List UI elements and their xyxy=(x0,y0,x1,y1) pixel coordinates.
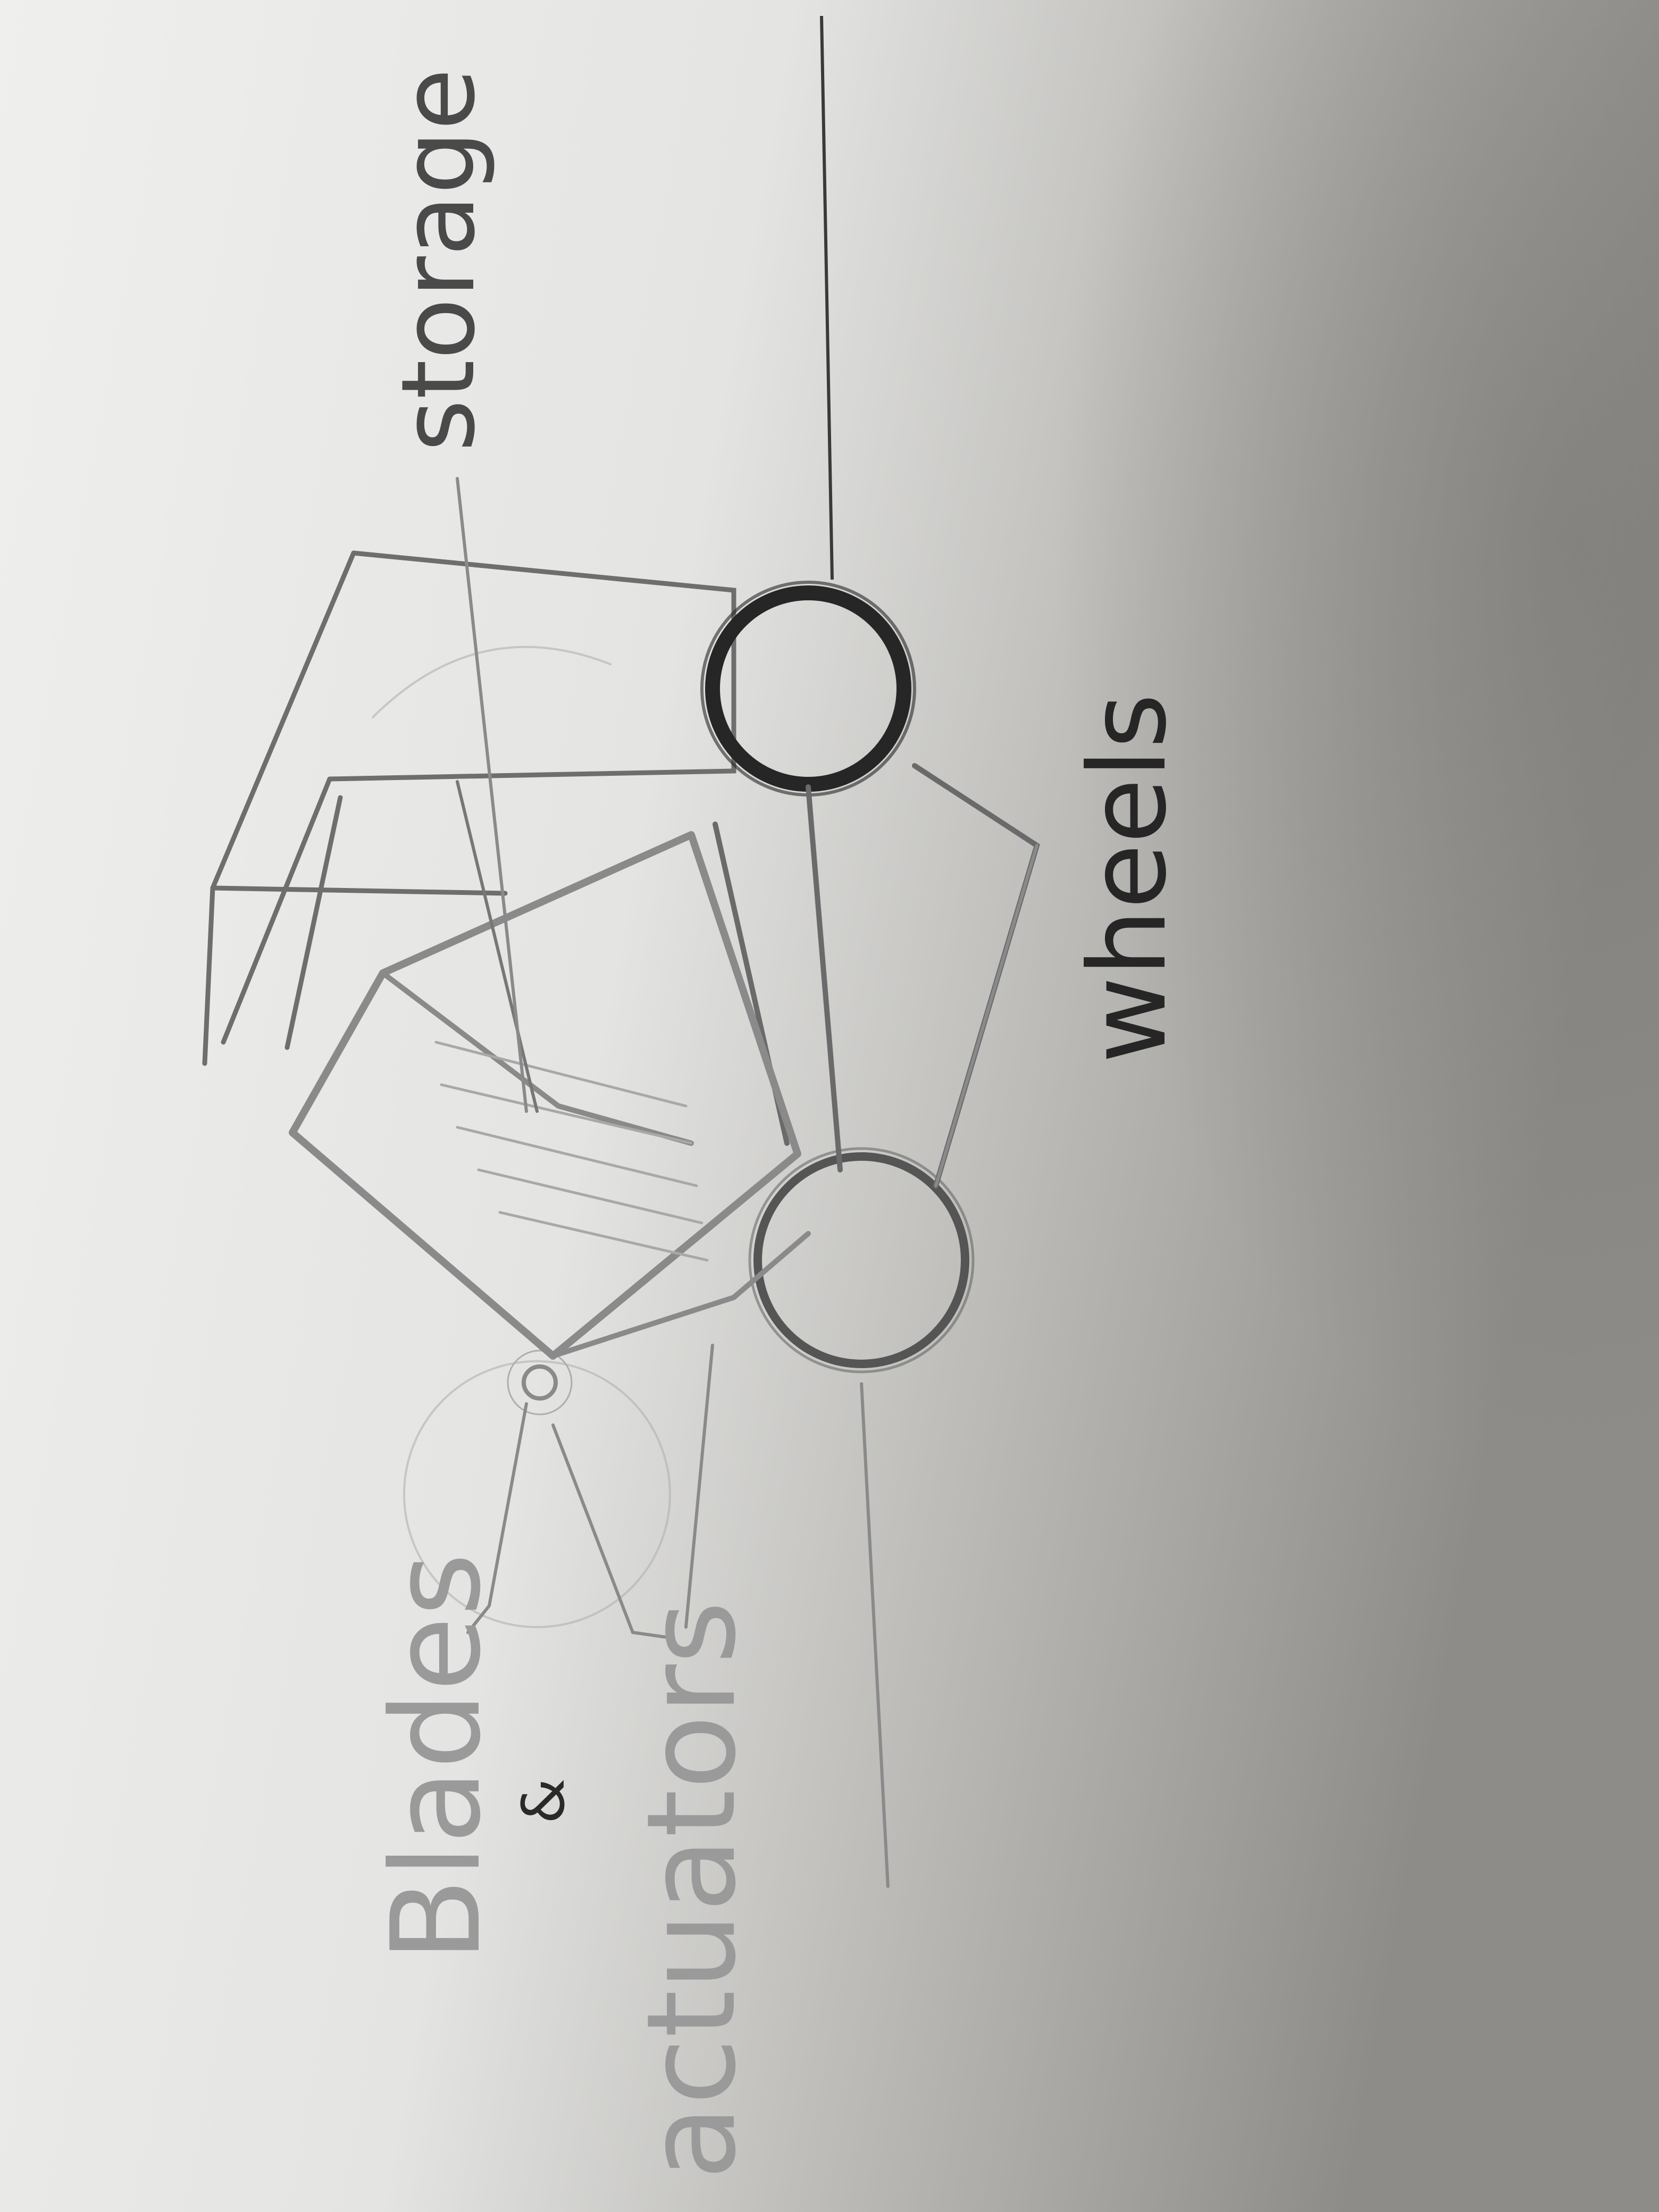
blades-leader xyxy=(466,1402,528,1634)
actuators-leader-2 xyxy=(684,1344,714,1629)
label-actuators: actuators xyxy=(621,1601,763,2180)
ground-line-top xyxy=(820,15,834,580)
label-blades: Blades xyxy=(366,1553,508,1962)
ground-line-bottom xyxy=(860,1382,890,1888)
paper-shadow xyxy=(798,0,1659,1542)
blade-sweep-arcs xyxy=(371,646,671,1628)
label-wheels: wheels xyxy=(1066,693,1190,1063)
blade-assembly xyxy=(289,780,811,1415)
label-ampersand: & xyxy=(509,1778,577,1824)
storage-box xyxy=(202,550,736,1066)
actuators-leader xyxy=(551,1423,672,1639)
leader-lines xyxy=(456,477,1038,1639)
front-wheel xyxy=(748,1147,975,1373)
label-storage: storage xyxy=(380,68,497,452)
storage-leader xyxy=(456,477,528,1113)
wheels-leader xyxy=(934,844,1038,1187)
